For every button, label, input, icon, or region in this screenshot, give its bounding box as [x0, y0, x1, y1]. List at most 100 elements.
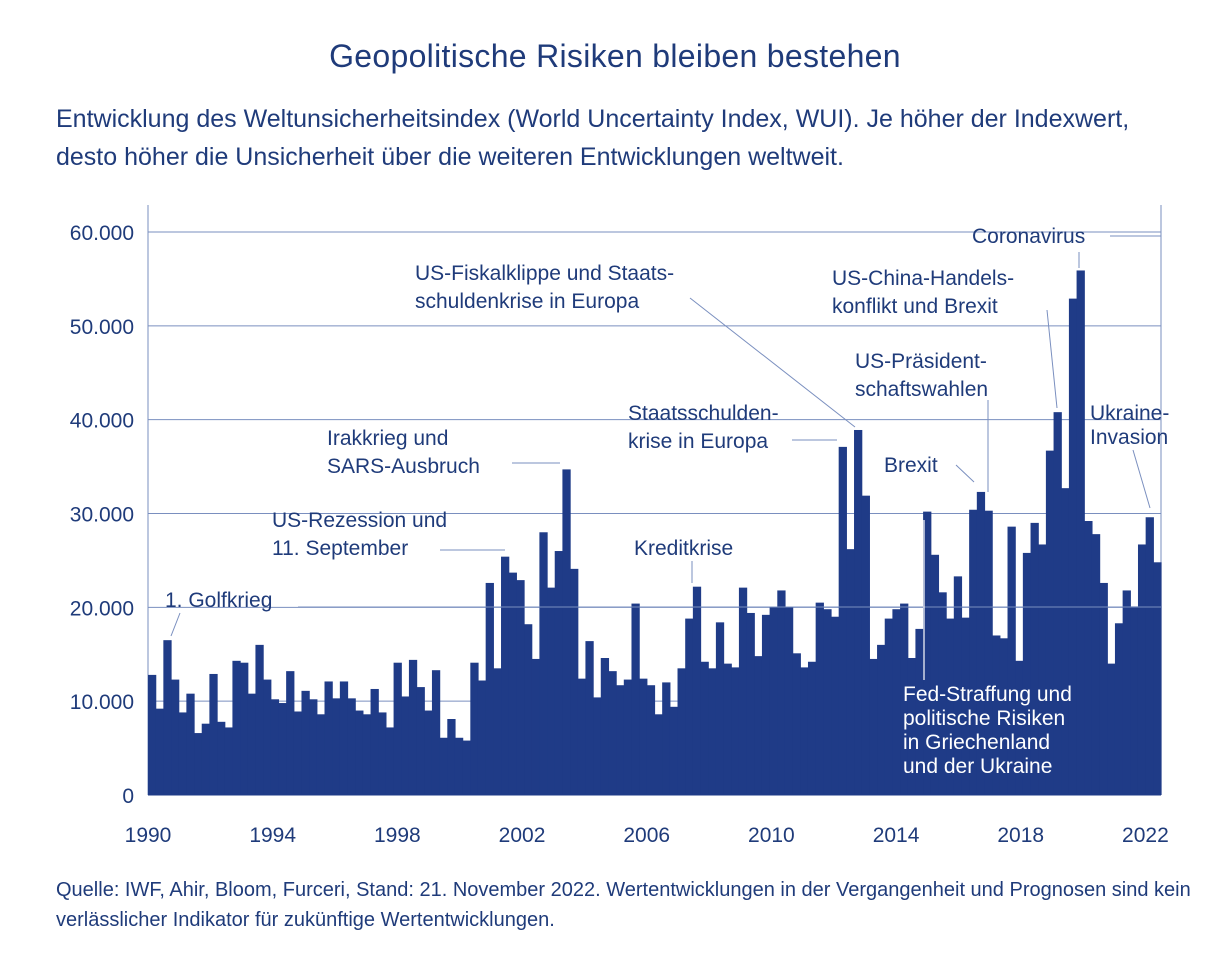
- annotation-staatsschulden-line: Staatsschulden-: [628, 402, 779, 425]
- chart-subtitle: Entwicklung des Weltunsicherheitsindex (…: [56, 105, 1130, 171]
- annotation-coronavirus-line: Coronavirus: [972, 225, 1085, 248]
- annotation-us-china-line: US-China-Handels-: [832, 267, 1014, 290]
- bar: [416, 687, 425, 795]
- bar: [270, 699, 280, 795]
- bar: [992, 635, 1001, 795]
- bar: [1099, 582, 1108, 795]
- annotations: 1. Golfkrieg US-Rezession und 11. Septembe…: [165, 225, 1169, 778]
- annotation-ukraine-line: Ukraine-: [1090, 402, 1169, 425]
- x-tick-label: 2010: [748, 824, 795, 847]
- bar: [148, 674, 157, 795]
- bar: [738, 587, 748, 795]
- annotation-brexit: Brexit: [884, 454, 938, 477]
- bar: [209, 673, 218, 795]
- annotation-praesidentschaftswahlen-line: US-Präsident-: [855, 350, 987, 373]
- bar: [915, 628, 924, 795]
- y-tick-label: 0: [122, 785, 134, 808]
- bar: [401, 696, 410, 795]
- bar: [900, 603, 909, 795]
- y-tick-label: 40.000: [70, 410, 134, 433]
- annotation-golfkrieg-line: 1. Golfkrieg: [165, 589, 272, 612]
- y-tick-label: 30.000: [70, 504, 134, 527]
- bar: [807, 661, 817, 795]
- bar: [608, 671, 617, 795]
- x-tick-label: 2006: [623, 824, 670, 847]
- x-tick-label: 2018: [997, 824, 1044, 847]
- bar: [462, 740, 471, 795]
- bar: [654, 714, 663, 795]
- bar: [577, 678, 587, 795]
- annotation-praesidentschaftswahlen-line: schaftswahlen: [855, 378, 988, 401]
- bar: [439, 737, 448, 795]
- bar: [869, 658, 878, 795]
- bar: [585, 641, 594, 795]
- annotation-fiskalklippe-line: schuldenkrise in Europa: [415, 290, 639, 313]
- bar: [723, 663, 732, 795]
- chart-title: Geopolitische Risiken bleiben bestehen: [329, 38, 901, 74]
- bar: [171, 679, 180, 795]
- annotation-brexit-line: Brexit: [884, 454, 938, 477]
- bar: [1091, 534, 1101, 795]
- bar: [408, 659, 418, 795]
- bar: [524, 624, 533, 795]
- annotation-staatsschulden-line: krise in Europa: [628, 430, 768, 453]
- annotation-staatsschulden: Staatsschulden-krise in Europa: [628, 402, 779, 453]
- bar: [677, 668, 686, 795]
- bar: [999, 638, 1009, 795]
- annotation-us-rezession-line: US-Rezession und: [272, 509, 447, 532]
- bar: [846, 549, 855, 795]
- bar: [861, 495, 870, 795]
- bar: [938, 592, 947, 795]
- bar: [362, 714, 372, 795]
- bar: [224, 727, 234, 795]
- annotation-us-china-leader: [1046, 309, 1058, 409]
- bar: [700, 661, 709, 795]
- bar: [247, 693, 257, 795]
- bar: [1137, 544, 1147, 795]
- bar: [332, 698, 341, 795]
- bar: [554, 551, 563, 795]
- bar: [424, 710, 433, 795]
- bar: [232, 660, 241, 795]
- bar: [155, 708, 164, 795]
- bar: [961, 617, 970, 795]
- bar: [1130, 606, 1139, 795]
- bar: [854, 429, 863, 795]
- bar: [324, 681, 333, 795]
- bar: [984, 510, 993, 795]
- bar: [263, 679, 272, 795]
- bar: [631, 603, 640, 795]
- bar: [892, 609, 901, 795]
- annotation-fiskalklippe: US-Fiskalklippe und Staats-schuldenkrise…: [415, 262, 674, 313]
- bar: [969, 509, 978, 795]
- annotation-golfkrieg: 1. Golfkrieg: [165, 589, 272, 612]
- bar: [761, 614, 771, 795]
- bar: [1076, 270, 1085, 796]
- bar: [1084, 521, 1093, 795]
- source-note: Quelle: IWF, Ahir, Bloom, Furceri, Stand…: [56, 879, 1191, 931]
- bar: [477, 680, 487, 795]
- bar: [1153, 562, 1162, 795]
- annotation-praesidentschaftswahlen: US-Präsident-schaftswahlen: [855, 350, 988, 401]
- annotation-fiskalklippe-leader: [689, 297, 856, 428]
- bar: [286, 671, 295, 795]
- annotation-fed-straffung-line: und der Ukraine: [903, 755, 1052, 778]
- annotation-coronavirus: Coronavirus: [972, 225, 1085, 248]
- bar: [754, 656, 763, 795]
- annotation-irakkrieg-line: SARS-Ausbruch: [327, 455, 480, 478]
- bar: [838, 446, 847, 795]
- bar: [385, 727, 395, 795]
- bar: [639, 678, 648, 795]
- bar: [378, 712, 387, 795]
- bar: [1053, 412, 1062, 795]
- x-tick-label: 1990: [125, 824, 172, 847]
- bar: [953, 576, 963, 795]
- bar: [431, 670, 441, 795]
- bar: [669, 706, 679, 795]
- bar: [370, 688, 379, 795]
- bar: [355, 710, 364, 795]
- bar: [715, 622, 725, 795]
- annotation-us-china-line: konflikt und Brexit: [832, 295, 998, 318]
- x-tick-label: 1998: [374, 824, 421, 847]
